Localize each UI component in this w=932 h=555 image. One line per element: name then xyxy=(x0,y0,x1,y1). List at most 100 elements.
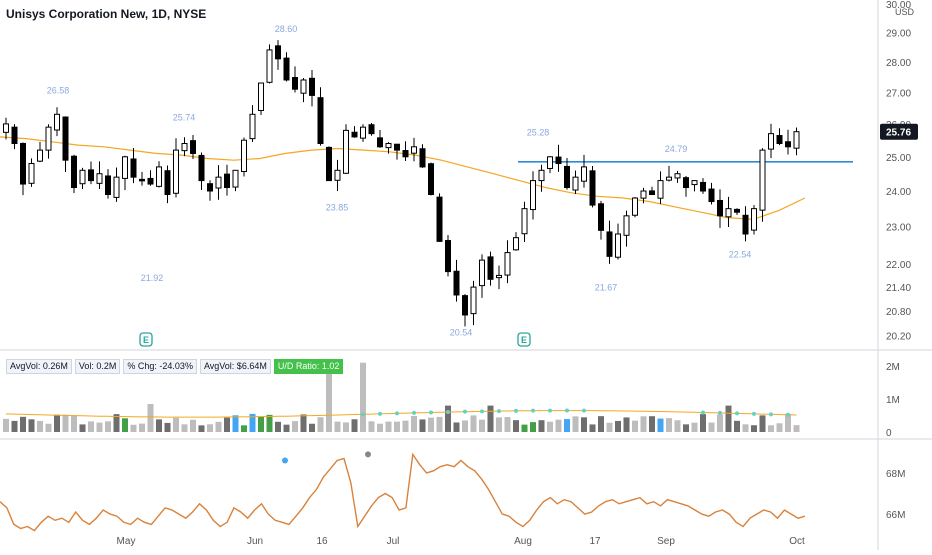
candle[interactable] xyxy=(530,180,536,211)
candle[interactable] xyxy=(232,169,239,188)
volume-bar[interactable] xyxy=(768,425,774,432)
candle[interactable] xyxy=(572,176,579,191)
candle[interactable] xyxy=(62,116,69,161)
candle[interactable] xyxy=(207,183,213,192)
volume-bar[interactable] xyxy=(309,423,315,432)
volume-bar[interactable] xyxy=(224,417,230,432)
volume-bar[interactable] xyxy=(275,421,281,432)
candle[interactable] xyxy=(71,155,77,189)
volume-bar[interactable] xyxy=(266,414,273,432)
candle[interactable] xyxy=(20,142,26,185)
volume-bar[interactable] xyxy=(453,422,460,432)
candle[interactable] xyxy=(368,124,375,135)
candle[interactable] xyxy=(691,180,698,186)
candle[interactable] xyxy=(215,176,222,189)
volume-bar[interactable] xyxy=(683,424,689,432)
volume-bar[interactable] xyxy=(717,414,723,432)
volume-bar[interactable] xyxy=(487,405,494,432)
volume-bar[interactable] xyxy=(759,415,766,432)
candle[interactable] xyxy=(717,199,723,217)
candle[interactable] xyxy=(96,173,103,184)
volume-bar[interactable] xyxy=(411,415,417,432)
candle[interactable] xyxy=(598,203,604,231)
candle[interactable] xyxy=(37,149,43,162)
candle[interactable] xyxy=(470,286,477,315)
volume-bar[interactable] xyxy=(258,416,264,432)
candle[interactable] xyxy=(436,196,443,242)
volume-bar[interactable] xyxy=(725,405,732,432)
candle[interactable] xyxy=(513,237,519,251)
candle[interactable] xyxy=(88,169,94,182)
volume-bar[interactable] xyxy=(232,415,239,432)
volume-bar[interactable] xyxy=(708,422,715,432)
volume-bar[interactable] xyxy=(28,419,35,432)
candle[interactable] xyxy=(402,150,409,158)
volume-bar[interactable] xyxy=(615,420,621,432)
volume-bar[interactable] xyxy=(564,419,570,432)
volume-bar[interactable] xyxy=(496,417,502,432)
volume-bar[interactable] xyxy=(147,403,154,432)
volume-bar[interactable] xyxy=(156,419,162,432)
candles-layer[interactable] xyxy=(3,40,800,327)
candle[interactable] xyxy=(734,208,740,213)
candle[interactable] xyxy=(674,173,681,179)
candle[interactable] xyxy=(309,77,315,96)
volume-bar[interactable] xyxy=(45,423,52,432)
candle[interactable] xyxy=(45,126,52,151)
candle[interactable] xyxy=(776,135,783,144)
volume-bar[interactable] xyxy=(283,424,290,432)
candle[interactable] xyxy=(538,169,545,182)
volume-bars[interactable] xyxy=(3,359,800,432)
volume-bar[interactable] xyxy=(360,362,366,432)
volume-bar[interactable] xyxy=(62,414,69,432)
volume-bar[interactable] xyxy=(538,420,545,432)
candle[interactable] xyxy=(623,215,630,236)
volume-bar[interactable] xyxy=(581,417,587,432)
volume-bar[interactable] xyxy=(691,422,698,432)
volume-bar[interactable] xyxy=(428,417,434,432)
candle[interactable] xyxy=(147,177,154,185)
candle[interactable] xyxy=(181,142,188,152)
volume-bar[interactable] xyxy=(470,415,477,432)
volume-bar[interactable] xyxy=(776,423,783,432)
candle[interactable] xyxy=(615,233,621,258)
volume-bar[interactable] xyxy=(598,416,604,432)
candle[interactable] xyxy=(632,197,638,216)
candle[interactable] xyxy=(700,181,706,192)
candle[interactable] xyxy=(479,259,485,287)
volume-bar[interactable] xyxy=(3,418,9,432)
volume-bar[interactable] xyxy=(530,422,536,432)
candle[interactable] xyxy=(11,126,18,144)
candle[interactable] xyxy=(751,208,757,231)
volume-bar[interactable] xyxy=(130,424,137,432)
volume-bar[interactable] xyxy=(139,423,145,432)
candle[interactable] xyxy=(326,146,332,182)
volume-bar[interactable] xyxy=(105,421,111,432)
volume-bar[interactable] xyxy=(623,417,630,432)
candle[interactable] xyxy=(504,252,511,276)
volume-bar[interactable] xyxy=(751,425,757,432)
candle[interactable] xyxy=(759,149,766,211)
candle[interactable] xyxy=(589,170,596,206)
candle[interactable] xyxy=(258,82,264,111)
volume-bar[interactable] xyxy=(504,416,511,432)
candle[interactable] xyxy=(462,295,468,316)
volume-bar[interactable] xyxy=(419,419,426,432)
candle[interactable] xyxy=(428,163,434,196)
volume-bar[interactable] xyxy=(572,416,579,432)
candle[interactable] xyxy=(377,137,383,148)
volume-bar[interactable] xyxy=(521,424,528,432)
volume-bar[interactable] xyxy=(785,413,791,432)
volume-bar[interactable] xyxy=(334,421,341,432)
volume-bar[interactable] xyxy=(734,420,740,432)
earnings-marker[interactable] xyxy=(517,332,531,347)
volume-bar[interactable] xyxy=(368,421,375,432)
volume-bar[interactable] xyxy=(181,424,188,432)
volume-bar[interactable] xyxy=(555,419,562,432)
volume-bar[interactable] xyxy=(385,421,392,432)
volume-bar[interactable] xyxy=(589,424,596,432)
candle[interactable] xyxy=(28,163,35,184)
volume-bar[interactable] xyxy=(317,417,324,432)
